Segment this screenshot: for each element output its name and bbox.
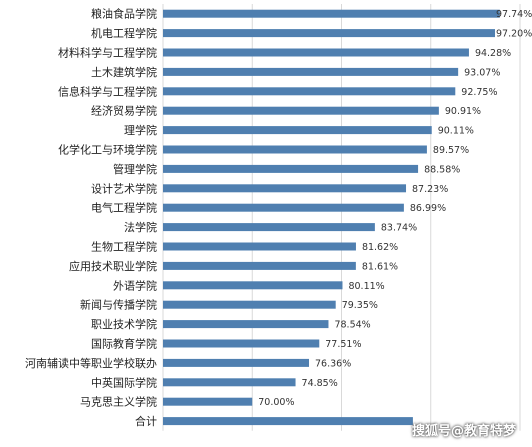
- value-labels: 97.74% 97.20% 94.28% 93.07% 92.75% 90.91% 90.1…: [258, 9, 532, 408]
- bar: [163, 242, 356, 251]
- value-label: 77.51%: [325, 339, 361, 350]
- value-label: 89.57%: [433, 145, 469, 156]
- bar: [163, 67, 459, 76]
- value-label: 90.11%: [438, 126, 474, 137]
- bar: [163, 397, 253, 406]
- value-label: 70.00%: [258, 397, 294, 408]
- category-label: 应用技术职业学院: [69, 259, 157, 273]
- category-label: 法学院: [124, 220, 157, 234]
- value-label: 92.75%: [461, 87, 497, 98]
- value-label: 97.74%: [496, 9, 532, 20]
- value-label: 81.61%: [362, 261, 398, 272]
- value-label: 88.58%: [424, 164, 460, 175]
- bar: [163, 261, 356, 270]
- category-label: 电气工程学院: [91, 201, 157, 215]
- category-label: 新闻与传播学院: [80, 298, 157, 312]
- category-label: 国际教育学院: [91, 337, 157, 351]
- bar: [163, 417, 413, 426]
- category-label: 设计艺术学院: [91, 181, 157, 195]
- category-label: 合计: [135, 414, 157, 428]
- bar: [163, 87, 456, 96]
- category-label: 粮油食品学院: [91, 7, 157, 21]
- bar: [163, 48, 469, 57]
- bar: [163, 281, 343, 290]
- bar: [163, 106, 439, 115]
- category-label: 经济贸易学院: [91, 104, 157, 118]
- value-label: 94.28%: [475, 48, 511, 59]
- bar: [163, 320, 329, 329]
- category-label: 管理学院: [113, 162, 157, 176]
- category-label: 信息科学与工程学院: [58, 84, 157, 98]
- value-label: 79.35%: [342, 300, 378, 311]
- watermark-text: 搜狐号@教育特梦: [411, 424, 516, 439]
- value-label: 90.91%: [445, 106, 481, 117]
- value-label: 80.11%: [348, 281, 384, 292]
- value-label: 86.99%: [410, 203, 446, 214]
- value-label: 81.62%: [362, 242, 398, 253]
- category-label: 土木建筑学院: [91, 65, 157, 79]
- value-label: 87.23%: [412, 184, 448, 195]
- value-label: 83.74%: [381, 223, 417, 234]
- category-label: 化学化工与环境学院: [58, 143, 157, 157]
- bar: [163, 339, 320, 348]
- bars: [163, 9, 500, 426]
- bar: [163, 300, 336, 309]
- value-label: 78.54%: [334, 320, 370, 331]
- bar: [163, 164, 419, 173]
- category-label: 外语学院: [113, 278, 157, 292]
- value-label: 76.36%: [315, 358, 351, 369]
- bar: [163, 29, 496, 38]
- category-label: 生物工程学院: [91, 240, 157, 254]
- category-label: 中英国际学院: [91, 375, 157, 389]
- bar: [163, 9, 500, 18]
- bar: [163, 378, 296, 387]
- category-label: 机电工程学院: [91, 26, 157, 40]
- category-label: 河南辅读中等职业学校联办: [25, 356, 157, 370]
- category-label: 理学院: [124, 123, 157, 137]
- category-label: 材料科学与工程学院: [58, 46, 157, 60]
- bar: [163, 126, 432, 135]
- bar: [163, 358, 310, 367]
- bar: [163, 203, 404, 212]
- category-labels: 粮油食品学院机电工程学院材料科学与工程学院土木建筑学院信息科学与工程学院经济贸易…: [25, 7, 157, 428]
- category-label: 马克思主义学院: [80, 395, 157, 409]
- bar: [163, 223, 375, 232]
- value-label: 97.20%: [496, 29, 532, 40]
- bar: [163, 145, 427, 154]
- value-label: 93.07%: [464, 67, 500, 78]
- category-label: 职业技术学院: [91, 317, 157, 331]
- bar: [163, 184, 407, 193]
- value-label: 74.85%: [302, 378, 338, 389]
